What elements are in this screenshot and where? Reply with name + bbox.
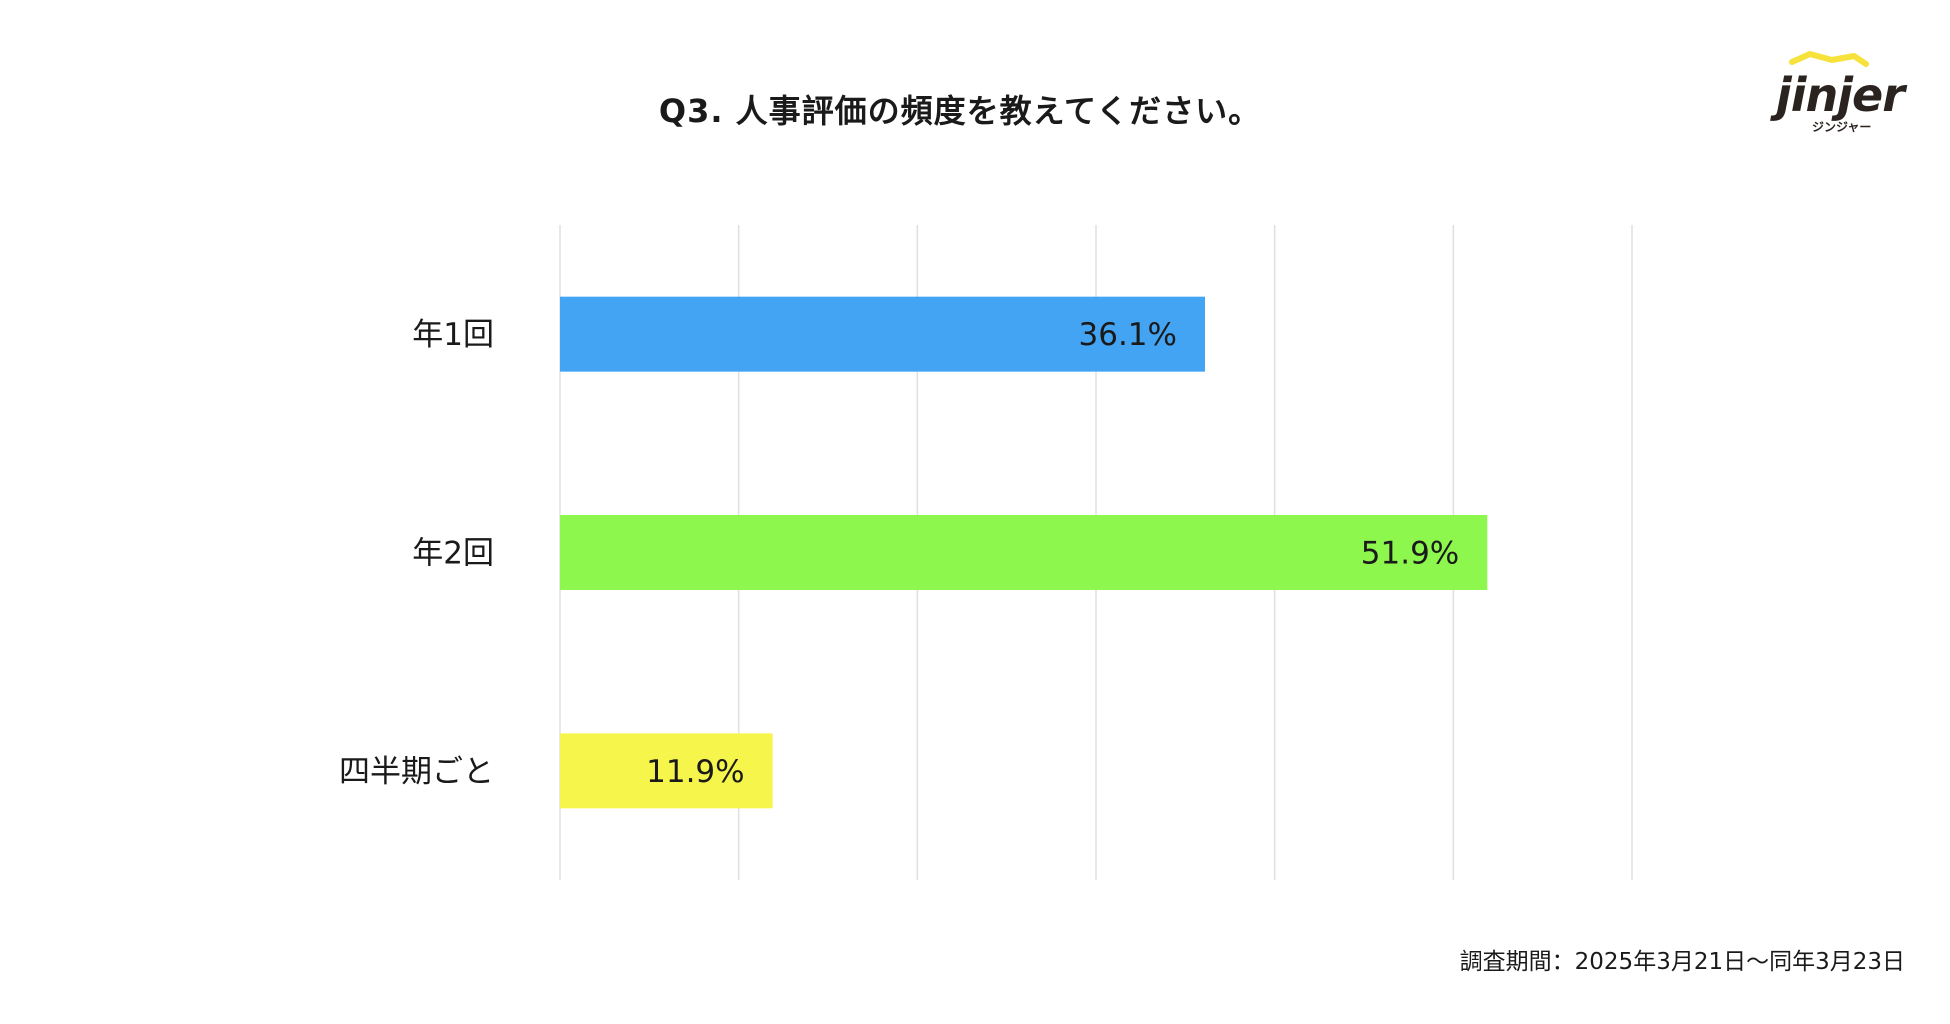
bar-value-label: 11.9% — [646, 754, 744, 790]
logo-roof-icon — [1789, 51, 1869, 67]
bar-value-label: 51.9% — [1361, 536, 1459, 572]
survey-period-note: 調査期間：2025年3月21日〜同年3月23日 — [1459, 949, 1905, 975]
category-label: 四半期ごと — [339, 754, 494, 790]
chart-title: Q3. 人事評価の頻度を教えてください。 — [658, 92, 1262, 130]
category-label: 年1回 — [412, 317, 494, 353]
bar — [560, 296, 1205, 372]
bar — [560, 515, 1488, 590]
category-label: 年2回 — [412, 536, 494, 572]
logo-subtitle: ジンジャー — [1812, 120, 1872, 134]
logo-brand: jinjer — [1776, 68, 1905, 122]
bar — [560, 733, 773, 809]
bar-value-label: 36.1% — [1079, 317, 1177, 353]
jinjer-logo: jinjer ジンジャー — [1770, 50, 1910, 140]
